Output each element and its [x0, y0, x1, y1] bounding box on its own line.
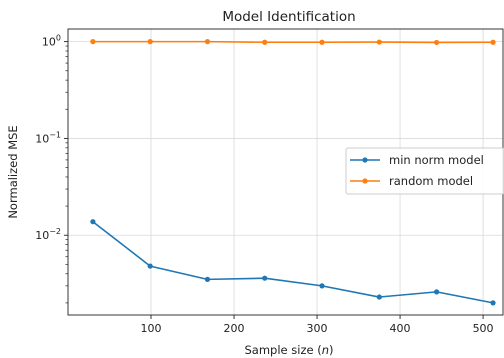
chart-title: Model Identification — [222, 9, 355, 25]
series-0-point — [204, 276, 211, 282]
legend-box — [345, 147, 504, 195]
series-0-point — [376, 294, 382, 300]
x-axis-ticks: 100 200 300 400 500 — [141, 315, 494, 335]
series-1-point — [204, 39, 211, 45]
y-axis-ticks: 10−2 10−1 100 — [35, 34, 68, 304]
x-axis-label: Sample size (n) — [244, 343, 333, 357]
series-1-point — [147, 39, 153, 45]
series-0-point — [319, 283, 325, 289]
legend-marker-min-norm — [362, 157, 368, 163]
legend-marker-random — [362, 178, 368, 184]
series-1-point — [490, 39, 496, 45]
series-layer — [90, 39, 496, 306]
y-tick-label: 10−1 — [35, 130, 61, 145]
x-tick-label: 500 — [473, 322, 494, 335]
series-0-point — [262, 275, 268, 281]
series-line-0 — [92, 221, 494, 304]
legend-label-min-norm: min norm model — [389, 153, 484, 167]
x-tick-label: 100 — [141, 322, 162, 335]
series-line-1 — [92, 40, 494, 44]
series-1-point — [433, 39, 440, 46]
x-tick-label: 400 — [390, 322, 411, 335]
series-0-point — [90, 219, 96, 225]
series-0-point — [490, 300, 496, 306]
y-tick-label: 10−2 — [35, 227, 61, 242]
series-0-point — [433, 289, 440, 295]
series-1-point — [262, 39, 268, 45]
x-tick-label: 200 — [224, 322, 245, 335]
series-1-point — [376, 39, 382, 45]
legend-label-random: random model — [389, 174, 473, 188]
series-1-point — [90, 39, 96, 45]
y-axis-label: Normalized MSE — [6, 125, 20, 218]
legend: min norm model random model — [345, 147, 504, 195]
y-tick-label: 100 — [42, 34, 61, 49]
series-0-point — [147, 263, 153, 269]
series-1-point — [319, 39, 325, 45]
x-tick-label: 300 — [307, 322, 328, 335]
